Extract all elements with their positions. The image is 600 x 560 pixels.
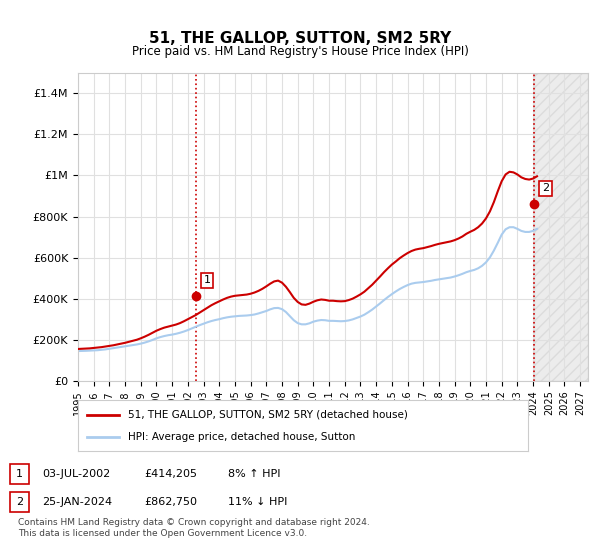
Text: £862,750: £862,750	[144, 497, 197, 507]
Text: 8% ↑ HPI: 8% ↑ HPI	[228, 469, 281, 479]
Text: 51, THE GALLOP, SUTTON, SM2 5RY: 51, THE GALLOP, SUTTON, SM2 5RY	[149, 31, 451, 46]
Text: 2: 2	[16, 497, 23, 507]
Text: 11% ↓ HPI: 11% ↓ HPI	[228, 497, 287, 507]
Text: 1: 1	[16, 469, 23, 479]
Text: 2: 2	[542, 183, 550, 193]
Text: 51, THE GALLOP, SUTTON, SM2 5RY (detached house): 51, THE GALLOP, SUTTON, SM2 5RY (detache…	[128, 409, 407, 419]
Text: 25-JAN-2024: 25-JAN-2024	[42, 497, 112, 507]
Bar	[535, 73, 588, 381]
Text: Price paid vs. HM Land Registry's House Price Index (HPI): Price paid vs. HM Land Registry's House …	[131, 45, 469, 58]
Text: HPI: Average price, detached house, Sutton: HPI: Average price, detached house, Sutt…	[128, 432, 355, 442]
Text: 1: 1	[203, 276, 211, 286]
Text: Contains HM Land Registry data © Crown copyright and database right 2024.
This d: Contains HM Land Registry data © Crown c…	[18, 518, 370, 538]
Text: £414,205: £414,205	[144, 469, 197, 479]
Text: 03-JUL-2002: 03-JUL-2002	[42, 469, 110, 479]
